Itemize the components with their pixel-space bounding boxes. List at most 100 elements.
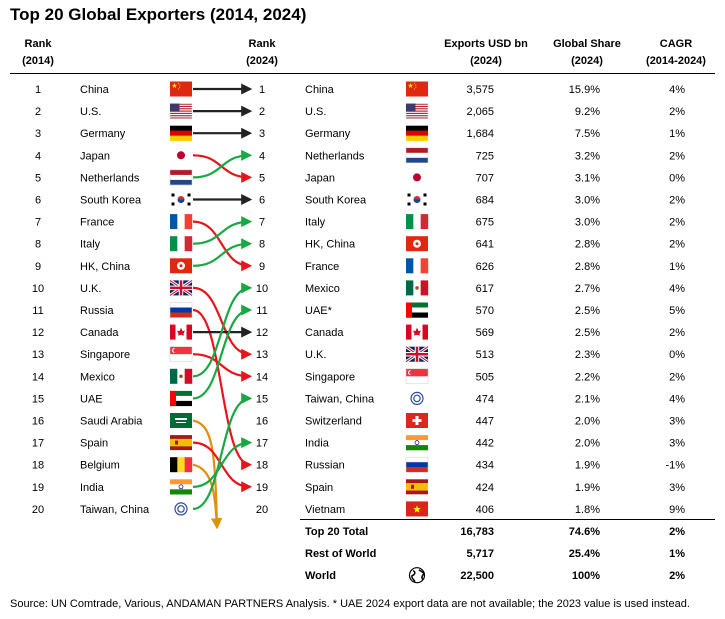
- rank-2024-country: Japan: [305, 172, 335, 184]
- us-flag: [405, 103, 429, 119]
- rank-2014-number: 14: [32, 371, 44, 383]
- total-label: Rest of World: [305, 548, 376, 560]
- exports-value: 406: [476, 504, 494, 516]
- rank-change-arrow: [192, 419, 223, 530]
- rank-change-arrow: [192, 220, 253, 272]
- header-exports-line1: Exports USD bn: [444, 38, 528, 50]
- germany-flag: [406, 125, 428, 141]
- rank-2024-country: U.S.: [305, 106, 326, 118]
- header-cagr: CAGR (2014-2024): [636, 36, 716, 70]
- hong-kong-flag: [406, 236, 428, 252]
- rank-2014-country: Singapore: [80, 349, 130, 361]
- cagr-value: 3%: [669, 416, 685, 428]
- exports-value: 2,065: [466, 106, 494, 118]
- exports-value: 424: [476, 482, 494, 494]
- rank-2024-number: 7: [259, 217, 265, 229]
- vietnam-flag: [406, 501, 428, 517]
- chart-title: Top 20 Global Exporters (2014, 2024): [10, 5, 307, 24]
- rank-2024-country: UAE*: [305, 305, 333, 317]
- netherlands-flag: [169, 169, 193, 186]
- exports-value: 725: [476, 150, 494, 162]
- rank-2014-number: 19: [32, 482, 44, 494]
- header-rule: [10, 73, 715, 74]
- japan-flag: [406, 169, 428, 185]
- us-flag: [169, 103, 193, 119]
- header-share-line1: Global Share: [553, 38, 621, 50]
- totals-rule: [300, 519, 715, 520]
- header-cagr-line2: (2014-2024): [646, 55, 706, 67]
- share-value: 2.7%: [575, 283, 600, 295]
- rank-2024-country: HK, China: [305, 239, 356, 251]
- rank-2014-country: Netherlands: [80, 172, 140, 184]
- header-cagr-line1: CAGR: [659, 38, 693, 50]
- rank-2014-number: 7: [35, 217, 41, 229]
- share-value: 1.9%: [575, 482, 600, 494]
- share-value: 7.5%: [575, 128, 600, 140]
- cagr-value: 3%: [669, 482, 685, 494]
- rank-2024-country: Netherlands: [305, 150, 365, 162]
- cagr-value: 4%: [669, 84, 685, 96]
- rank-2014-country: Canada: [80, 327, 119, 339]
- total-cagr: 2%: [669, 570, 685, 582]
- rank-2014-number: 15: [32, 393, 44, 405]
- rank-change-arrow: [192, 282, 253, 378]
- rank-2024-number: 5: [259, 172, 265, 184]
- cagr-value: 3%: [669, 438, 685, 450]
- china-flag: [406, 81, 428, 97]
- rank-2014-country: Japan: [80, 150, 110, 162]
- canada-flag: [406, 324, 428, 340]
- share-value: 3.2%: [575, 150, 600, 162]
- total-share: 100%: [572, 570, 600, 582]
- share-value: 2.0%: [575, 416, 600, 428]
- globe-icon: [408, 567, 426, 584]
- rank-2014-country: Belgium: [80, 460, 120, 472]
- netherlands-flag: [405, 147, 429, 164]
- mexico-flag: [170, 368, 193, 384]
- uk-flag: [405, 345, 429, 363]
- rank-2014-number: 10: [32, 283, 44, 295]
- rank-2024-country: China: [305, 84, 335, 96]
- rank-2024-number: 18: [256, 460, 268, 472]
- rank-2014-country: China: [80, 84, 110, 96]
- rank-2024-country: Mexico: [305, 283, 340, 295]
- header-exports: Exports USD bn (2024): [436, 36, 536, 70]
- header-rank-2014-line2: (2014): [22, 55, 54, 67]
- cagr-value: 0%: [669, 349, 685, 361]
- spain-flag: [170, 435, 192, 451]
- rank-2024-country: Germany: [305, 128, 351, 140]
- exports-value: 447: [476, 416, 494, 428]
- rank-2014-country: U.S.: [80, 106, 101, 118]
- rank-2024-number: 9: [259, 261, 265, 273]
- france-flag: [406, 258, 429, 274]
- rank-2024-number: 4: [259, 150, 265, 162]
- total-exports: 16,783: [460, 526, 494, 538]
- exports-value: 474: [476, 393, 494, 405]
- share-value: 2.5%: [575, 327, 600, 339]
- header-rank-2024-line1: Rank: [248, 38, 276, 50]
- rank-2024-number: 14: [256, 371, 268, 383]
- rank-2014-number: 1: [35, 84, 41, 96]
- russia-flag: [405, 456, 429, 473]
- rank-2014-number: 4: [35, 150, 41, 162]
- mexico-flag: [406, 280, 429, 296]
- cagr-value: -1%: [665, 460, 685, 472]
- rank-2024-country: Russian: [305, 460, 345, 472]
- exports-value: 641: [476, 239, 494, 251]
- rank-2014-country: France: [80, 217, 114, 229]
- rank-2014-number: 17: [32, 438, 44, 450]
- rank-2024-number: 10: [256, 283, 268, 295]
- rank-change-arrow: [192, 353, 253, 382]
- exports-value: 617: [476, 283, 494, 295]
- rank-2024-number: 16: [256, 416, 268, 428]
- cagr-value: 2%: [669, 327, 685, 339]
- rank-change-arrow: [192, 463, 222, 530]
- germany-flag: [170, 125, 192, 141]
- total-exports: 22,500: [460, 570, 494, 582]
- share-value: 1.9%: [575, 460, 600, 472]
- saudi-arabia-flag: [170, 413, 192, 428]
- rank-2024-number: 3: [259, 128, 265, 140]
- cagr-value: 5%: [669, 305, 685, 317]
- header-share-line2: (2024): [571, 55, 603, 67]
- total-cagr: 1%: [669, 548, 685, 560]
- italy-flag: [406, 214, 429, 230]
